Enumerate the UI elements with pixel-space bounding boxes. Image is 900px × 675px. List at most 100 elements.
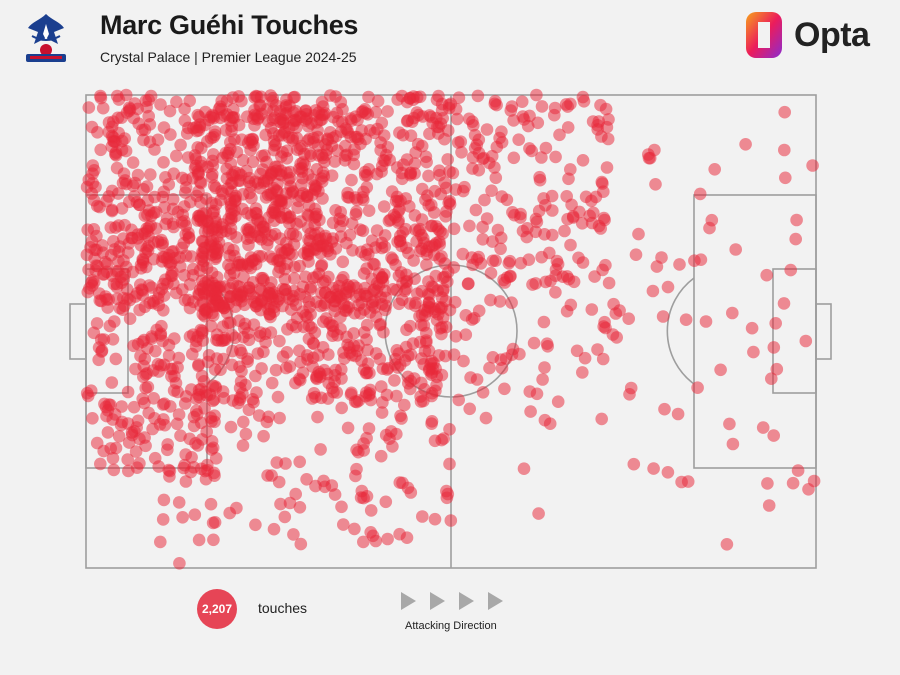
touch-point (176, 511, 189, 524)
touch-point (235, 365, 248, 378)
touch-point (791, 464, 805, 477)
touch-point (500, 193, 514, 207)
touch-point (328, 488, 342, 501)
touch-point (179, 219, 193, 233)
touch-point (364, 504, 378, 517)
touch-point (491, 223, 505, 237)
right-penalty-arc (666, 277, 695, 385)
touch-point (166, 217, 180, 230)
touch-point (250, 297, 264, 311)
touch-point (393, 527, 406, 541)
touch-point (183, 278, 197, 291)
touch-point (268, 139, 282, 152)
touch-point (476, 386, 490, 399)
touch-point (115, 400, 128, 413)
touch-point (543, 417, 557, 431)
touch-point (363, 306, 377, 319)
touch-point (469, 203, 483, 217)
touch-point (479, 411, 493, 425)
touch-point (118, 218, 131, 232)
touch-point (123, 312, 137, 326)
touch-point (192, 533, 206, 547)
touch-point (242, 403, 256, 417)
touch-point (267, 305, 281, 318)
touch-point (247, 318, 261, 332)
touch-point (194, 323, 208, 337)
touch-point (699, 315, 713, 328)
touch-point (767, 341, 781, 354)
touch-point (326, 216, 340, 230)
touch-point (257, 345, 270, 359)
touch-point (103, 319, 117, 333)
touch-point (200, 302, 213, 316)
left-goal (69, 303, 87, 360)
touch-point (283, 216, 296, 230)
touch-point (506, 342, 520, 356)
touch-point (122, 464, 135, 478)
touch-point (348, 306, 361, 320)
touch-point (189, 152, 203, 166)
touch-point (401, 349, 415, 363)
touch-point (418, 303, 431, 317)
touch-point (484, 266, 498, 280)
touch-point (173, 557, 186, 570)
touch-point (330, 106, 344, 120)
touch-point (138, 227, 152, 240)
touch-point (447, 261, 461, 274)
touch-point (384, 213, 397, 226)
touch-point (177, 236, 191, 250)
touch-point (309, 243, 322, 256)
touch-point (489, 254, 502, 267)
touch-point (378, 229, 392, 242)
touch-point (318, 155, 331, 169)
touch-point (362, 163, 376, 176)
touch-point (477, 151, 491, 165)
touch-point (438, 270, 452, 284)
touch-point (126, 156, 140, 169)
touch-point (610, 331, 623, 344)
touch-point (468, 142, 482, 155)
touch-point (109, 441, 123, 455)
touch-point (407, 90, 420, 103)
touch-point (193, 175, 207, 189)
touch-point (214, 363, 227, 377)
touch-point (381, 532, 394, 546)
touch-point (98, 397, 111, 411)
touch-point (144, 168, 157, 181)
right-goal (815, 303, 832, 360)
touch-point (779, 171, 792, 185)
touch-point (221, 316, 235, 330)
touch-point (658, 402, 671, 416)
touch-point (195, 369, 209, 383)
touch-point (365, 234, 379, 247)
touch-point (261, 469, 274, 482)
touch-point (122, 436, 136, 449)
touch-point (535, 100, 549, 113)
touch-point (293, 142, 307, 155)
touch-point (188, 508, 202, 521)
touch-point (119, 88, 133, 102)
touch-point (322, 270, 335, 284)
touch-point (384, 425, 398, 438)
touch-point (527, 336, 541, 350)
touch-point (474, 257, 488, 270)
touch-point (237, 415, 250, 429)
touch-point (259, 128, 273, 142)
touch-point (222, 258, 235, 272)
touch-point (294, 537, 308, 551)
touch-point (121, 292, 134, 306)
touch-point (337, 518, 350, 531)
touch-point (210, 333, 223, 347)
touch-point (314, 370, 327, 384)
touch-point (229, 189, 242, 203)
touch-point (238, 321, 251, 335)
touch-point (537, 315, 551, 329)
touch-point (163, 104, 177, 118)
touch-point (329, 90, 342, 103)
touch-point (578, 351, 592, 365)
touch-point (533, 173, 547, 187)
touch-point (162, 338, 176, 352)
touch-point (146, 422, 159, 436)
touch-point (301, 134, 315, 147)
touch-point (142, 406, 155, 420)
